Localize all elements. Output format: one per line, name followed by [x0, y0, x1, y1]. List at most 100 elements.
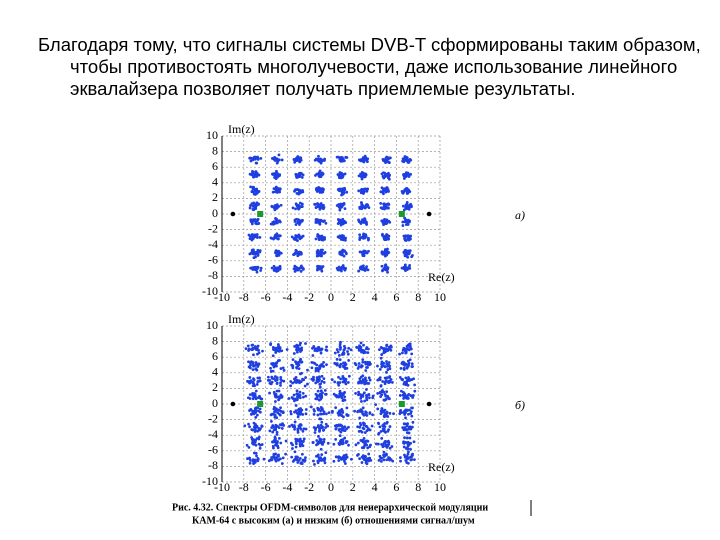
symbol-point: [254, 346, 258, 349]
symbol-point: [274, 234, 278, 237]
symbol-point: [333, 380, 337, 384]
symbol-point: [323, 236, 326, 239]
symbol-point: [382, 450, 386, 454]
symbol-point: [409, 441, 413, 445]
symbol-point: [311, 441, 315, 444]
symbol-point: [260, 424, 264, 428]
symbol-point: [314, 218, 318, 221]
symbol-point: [332, 392, 336, 396]
symbol-point: [258, 235, 262, 239]
symbol-point: [383, 207, 386, 211]
symbol-point: [354, 363, 358, 367]
symbol-point: [300, 462, 304, 465]
symbol-point: [406, 236, 410, 240]
symbol-point: [316, 425, 320, 429]
symbol-point: [361, 253, 365, 257]
symbol-point: [356, 454, 359, 457]
symbol-point: [408, 436, 412, 440]
symbol-point: [403, 237, 407, 241]
symbol-point: [342, 415, 345, 419]
symbol-point: [338, 173, 342, 177]
symbol-point: [290, 235, 294, 239]
symbol-point: [315, 349, 319, 353]
symbol-point: [295, 458, 299, 462]
symbol-point: [334, 427, 338, 431]
symbol-point: [248, 397, 252, 400]
symbol-point: [320, 441, 324, 444]
symbol-point: [312, 412, 316, 416]
symbol-point: [405, 187, 409, 191]
symbol-point: [252, 412, 256, 416]
symbol-point: [360, 348, 364, 352]
symbol-point: [346, 414, 350, 417]
symbol-point: [359, 341, 363, 345]
symbol-point: [253, 430, 257, 433]
symbol-point: [402, 441, 406, 445]
symbol-point: [363, 154, 367, 158]
symbol-point: [410, 255, 414, 259]
symbol-point: [297, 458, 301, 462]
symbol-point: [279, 203, 283, 207]
symbol-point: [347, 425, 350, 429]
symbol-point: [341, 217, 345, 221]
symbol-point: [343, 207, 347, 211]
symbol-point: [285, 348, 289, 351]
symbol-point: [386, 188, 390, 191]
symbol-point: [398, 352, 402, 356]
symbol-point: [383, 202, 386, 206]
symbol-point: [279, 406, 282, 410]
symbol-point: [275, 416, 279, 420]
symbol-point: [248, 156, 252, 160]
symbol-point: [311, 346, 314, 350]
symbol-point: [255, 233, 259, 237]
symbol-point: [294, 445, 298, 449]
symbol-point: [407, 344, 411, 348]
symbol-point: [403, 436, 406, 440]
symbol-point: [268, 391, 271, 395]
symbol-point: [401, 159, 405, 163]
symbol-point: [407, 392, 411, 396]
symbol-point: [398, 394, 402, 397]
symbol-point: [338, 424, 342, 427]
symbol-point: [255, 267, 259, 271]
pilot-point: [426, 401, 432, 407]
symbol-point: [406, 173, 410, 177]
panel-tag: а): [515, 208, 525, 222]
symbol-point: [316, 205, 320, 209]
symbol-point: [354, 391, 357, 395]
symbol-point: [319, 412, 322, 416]
symbol-point: [255, 437, 259, 440]
symbol-point: [362, 250, 366, 254]
symbol-point: [337, 205, 341, 209]
symbol-point: [301, 395, 305, 399]
symbol-point: [300, 176, 304, 179]
symbol-point: [316, 461, 320, 465]
y-axis-label: Im(z): [228, 122, 255, 136]
x-tick-label: 6: [393, 480, 399, 494]
symbol-point: [291, 459, 295, 463]
symbol-point: [337, 442, 341, 446]
symbol-point: [255, 413, 259, 417]
symbol-point: [256, 172, 259, 176]
symbol-point: [404, 223, 408, 227]
symbol-point: [386, 368, 390, 371]
symbol-point: [275, 376, 279, 379]
symbol-point: [248, 252, 252, 256]
symbol-point: [363, 175, 367, 179]
symbol-point: [386, 444, 390, 447]
symbol-point: [273, 457, 277, 461]
symbol-point: [345, 440, 349, 443]
symbol-point: [335, 204, 339, 207]
symbol-point: [382, 458, 386, 462]
symbol-point: [343, 188, 347, 192]
symbol-point: [343, 219, 346, 223]
symbol-point: [346, 350, 349, 353]
symbol-point: [290, 363, 294, 367]
symbol-point: [409, 237, 412, 241]
symbol-point: [368, 428, 372, 432]
symbol-point: [250, 219, 254, 222]
symbol-point: [255, 222, 259, 226]
symbol-point: [258, 407, 262, 411]
symbol-point: [276, 221, 279, 225]
symbol-point: [257, 190, 261, 193]
